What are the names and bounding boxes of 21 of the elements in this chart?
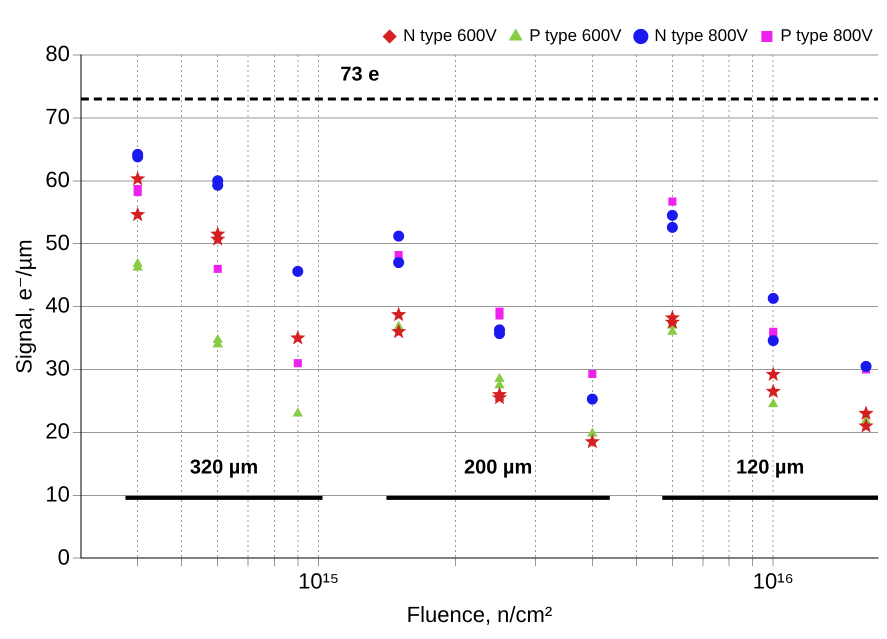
y-tick-label: 0 — [58, 544, 70, 570]
x-tick-label: 10¹⁵ — [298, 568, 340, 594]
y-tick-label: 30 — [45, 356, 70, 381]
ref-line-label: 73 e — [340, 64, 380, 86]
legend-label: P type 800V — [780, 26, 874, 46]
y-tick-label: 60 — [45, 166, 70, 192]
legend-label: N type 600V — [403, 26, 498, 46]
series-label: 320 µm — [190, 456, 258, 478]
y-axis-title: Signal, e⁻/µm — [11, 239, 36, 374]
y-tick-label: 40 — [45, 292, 70, 318]
y-tick-label: 80 — [45, 41, 70, 66]
series-label: 200 µm — [464, 456, 532, 478]
y-tick-label: 20 — [45, 418, 70, 444]
y-tick-label: 10 — [45, 481, 70, 506]
y-tick-label: 50 — [45, 230, 70, 255]
series-label: 120 µm — [736, 456, 804, 478]
x-axis-title: Fluence, n/cm² — [406, 602, 552, 627]
legend-label: P type 600V — [529, 26, 622, 46]
x-tick-label: 10¹⁶ — [752, 568, 794, 594]
y-tick-label: 70 — [45, 104, 70, 129]
legend-label: N type 800V — [654, 26, 749, 46]
